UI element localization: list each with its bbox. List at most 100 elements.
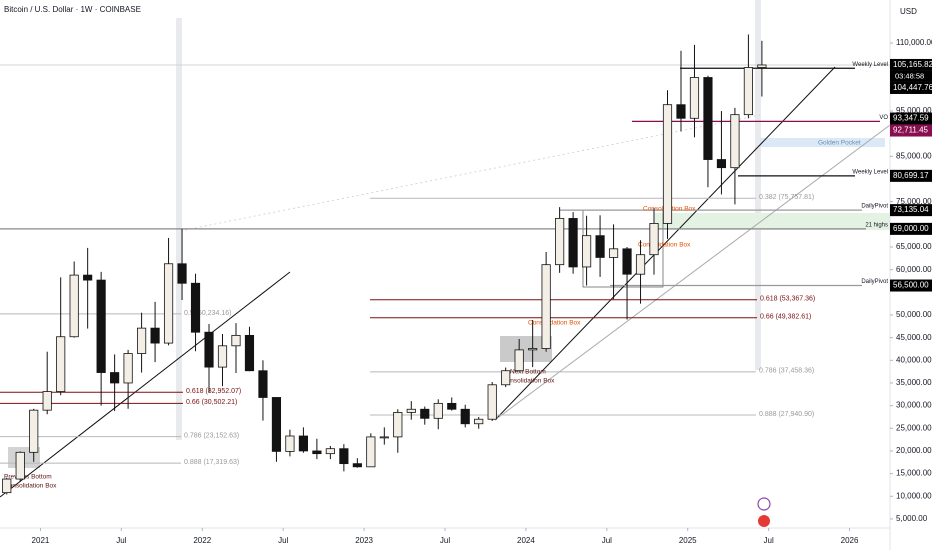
candle-body	[460, 408, 470, 425]
annotation: Golden Pocket	[818, 140, 861, 147]
price-label-box	[890, 279, 932, 292]
candle-body	[83, 274, 93, 281]
candle-body	[582, 235, 592, 268]
x-tick-label: 2026	[841, 536, 859, 545]
candle-body	[568, 218, 578, 268]
candle-body	[635, 254, 646, 275]
candle-body	[501, 370, 511, 386]
candle-body	[528, 348, 538, 351]
fib-label: 0.786 (23,152.63)	[184, 433, 239, 440]
countdown-box	[890, 70, 932, 82]
currency: USD	[900, 7, 917, 16]
candles	[2, 34, 767, 495]
price-label-box	[890, 124, 932, 137]
candle-body	[177, 263, 187, 284]
candle-body	[137, 327, 147, 354]
candle-body	[204, 331, 214, 368]
candle-body	[420, 408, 430, 419]
candle-body	[298, 435, 308, 452]
symbol-title: Bitcoin / U.S. Dollar · 1W · COINBASE	[4, 5, 141, 14]
candle-body	[716, 159, 727, 169]
golden-pocket-band	[760, 138, 885, 147]
price-label-box	[890, 81, 932, 94]
candle-body	[96, 279, 106, 373]
y-tick-label: 75,000.00	[896, 197, 932, 206]
x-tick-label: 2023	[355, 536, 373, 545]
candle-body	[42, 391, 52, 411]
price-label: 69,000.00	[893, 224, 929, 233]
candle-body	[15, 451, 25, 480]
candle-body	[662, 104, 673, 224]
candle-body	[2, 478, 12, 494]
x-tick-label: 2021	[32, 536, 50, 545]
candle-body	[110, 372, 120, 384]
x-tick-label: 2022	[193, 536, 211, 545]
candle-body	[231, 334, 241, 347]
y-tick-label: 50,000.00	[896, 310, 932, 319]
candle-body	[447, 402, 457, 410]
candle-body	[514, 349, 524, 372]
price-label-box	[890, 222, 932, 235]
countdown: 03:48:58	[895, 71, 924, 80]
candle-body	[703, 77, 713, 160]
annotation: Consolidation Box	[4, 483, 57, 490]
price-labels: 105,165.82 03:48:58 104,447.76 93,347.59 92,…	[890, 58, 932, 292]
annotation: Consolidation Box	[502, 378, 555, 385]
annotation: Next Bottom	[510, 369, 546, 376]
trendline	[494, 66, 836, 421]
trendline	[494, 124, 891, 421]
x-tick-label: Jul	[278, 536, 288, 545]
y-tick-label: 20,000.00	[896, 446, 932, 455]
candle-body	[555, 218, 565, 266]
candle-body	[433, 402, 443, 419]
fib-column	[755, 0, 761, 370]
event-icon[interactable]	[757, 497, 771, 511]
fib-label: 0.5 (50,234.16)	[184, 310, 231, 317]
y-tick-label: 5,000.00	[896, 514, 928, 523]
price-label: 56,500.00	[893, 281, 929, 290]
fib-label: 0.382 (75,757.81)	[759, 194, 814, 201]
fib-label: 0.618 (53,367.36)	[760, 296, 815, 303]
y-tick-label: 60,000.00	[896, 265, 932, 274]
fib-label: 0.66 (30,502.21)	[186, 399, 237, 406]
level-note: Weekly Level	[852, 62, 888, 68]
fib-label: 0.888 (17,319.63)	[184, 459, 239, 466]
y-tick-label: 30,000.00	[896, 401, 932, 410]
candle-body	[285, 435, 295, 452]
fib-label: 0.786 (37,458.36)	[759, 368, 814, 375]
level-note: Weekly Level	[852, 169, 888, 175]
level-note: 21 highs	[865, 222, 888, 228]
y-tick-label: 35,000.00	[896, 378, 932, 387]
price-label: 80,699.17	[893, 171, 929, 180]
annotation: Consolidation Box	[528, 320, 581, 327]
candle-body	[244, 334, 255, 372]
x-tick-label: Jul	[440, 536, 450, 545]
candle-body	[608, 248, 619, 258]
candle-body	[595, 235, 605, 258]
price-label-box	[890, 169, 932, 182]
candle-body	[56, 336, 66, 392]
candle-body	[150, 327, 160, 344]
x-tick-label: Jul	[764, 536, 774, 545]
y-tick-label: 85,000.00	[896, 151, 932, 160]
x-tick-label: 2025	[679, 536, 697, 545]
candle-body	[271, 397, 282, 452]
candle-body	[730, 114, 740, 169]
level-note: DailyPivot	[861, 279, 888, 285]
annotation: Previous Bottom	[4, 474, 52, 481]
y-tick-label: 65,000.00	[896, 242, 932, 251]
green-band	[655, 213, 890, 230]
event-icon[interactable]	[758, 515, 770, 527]
y-tick-label: 95,000.00	[896, 106, 932, 115]
candle-body	[258, 370, 268, 398]
axes: 5,000.00 10,000.00 15,000.00 20,000.00 25,00…	[0, 38, 932, 545]
candle-body	[487, 384, 497, 420]
candle-body	[123, 353, 133, 384]
candle-body	[676, 104, 686, 119]
candle-body	[541, 264, 551, 349]
candle-body	[474, 418, 484, 425]
annotation: Consolidation Box	[638, 242, 691, 249]
trendline	[0, 271, 291, 498]
candle-body	[743, 67, 753, 116]
fib-label: 0.618 (32,952.07)	[186, 388, 241, 395]
